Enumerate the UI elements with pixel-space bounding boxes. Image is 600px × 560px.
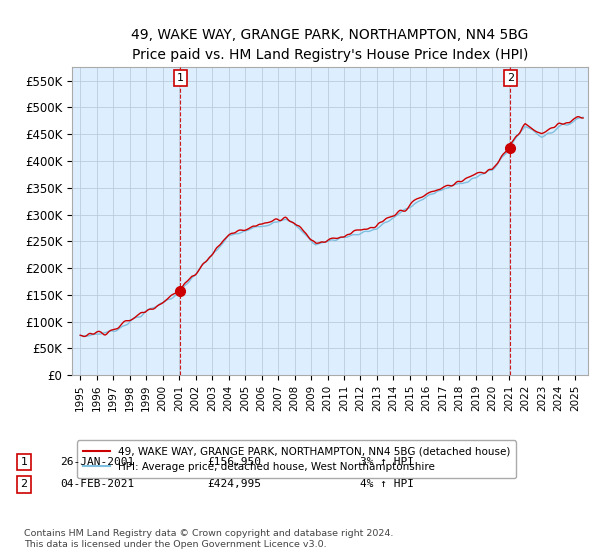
Text: Contains HM Land Registry data © Crown copyright and database right 2024.
This d: Contains HM Land Registry data © Crown c… [24, 529, 394, 549]
Text: 2: 2 [20, 479, 28, 489]
Text: £424,995: £424,995 [207, 479, 261, 489]
Text: 26-JAN-2001: 26-JAN-2001 [60, 457, 134, 467]
Legend: 49, WAKE WAY, GRANGE PARK, NORTHAMPTON, NN4 5BG (detached house), HPI: Average p: 49, WAKE WAY, GRANGE PARK, NORTHAMPTON, … [77, 441, 517, 478]
Text: 2: 2 [507, 73, 514, 83]
Text: 1: 1 [20, 457, 28, 467]
Text: 04-FEB-2021: 04-FEB-2021 [60, 479, 134, 489]
Text: 4% ↑ HPI: 4% ↑ HPI [360, 479, 414, 489]
Text: £156,950: £156,950 [207, 457, 261, 467]
Title: 49, WAKE WAY, GRANGE PARK, NORTHAMPTON, NN4 5BG
Price paid vs. HM Land Registry': 49, WAKE WAY, GRANGE PARK, NORTHAMPTON, … [131, 29, 529, 62]
Text: 3% ↑ HPI: 3% ↑ HPI [360, 457, 414, 467]
Text: 1: 1 [177, 73, 184, 83]
